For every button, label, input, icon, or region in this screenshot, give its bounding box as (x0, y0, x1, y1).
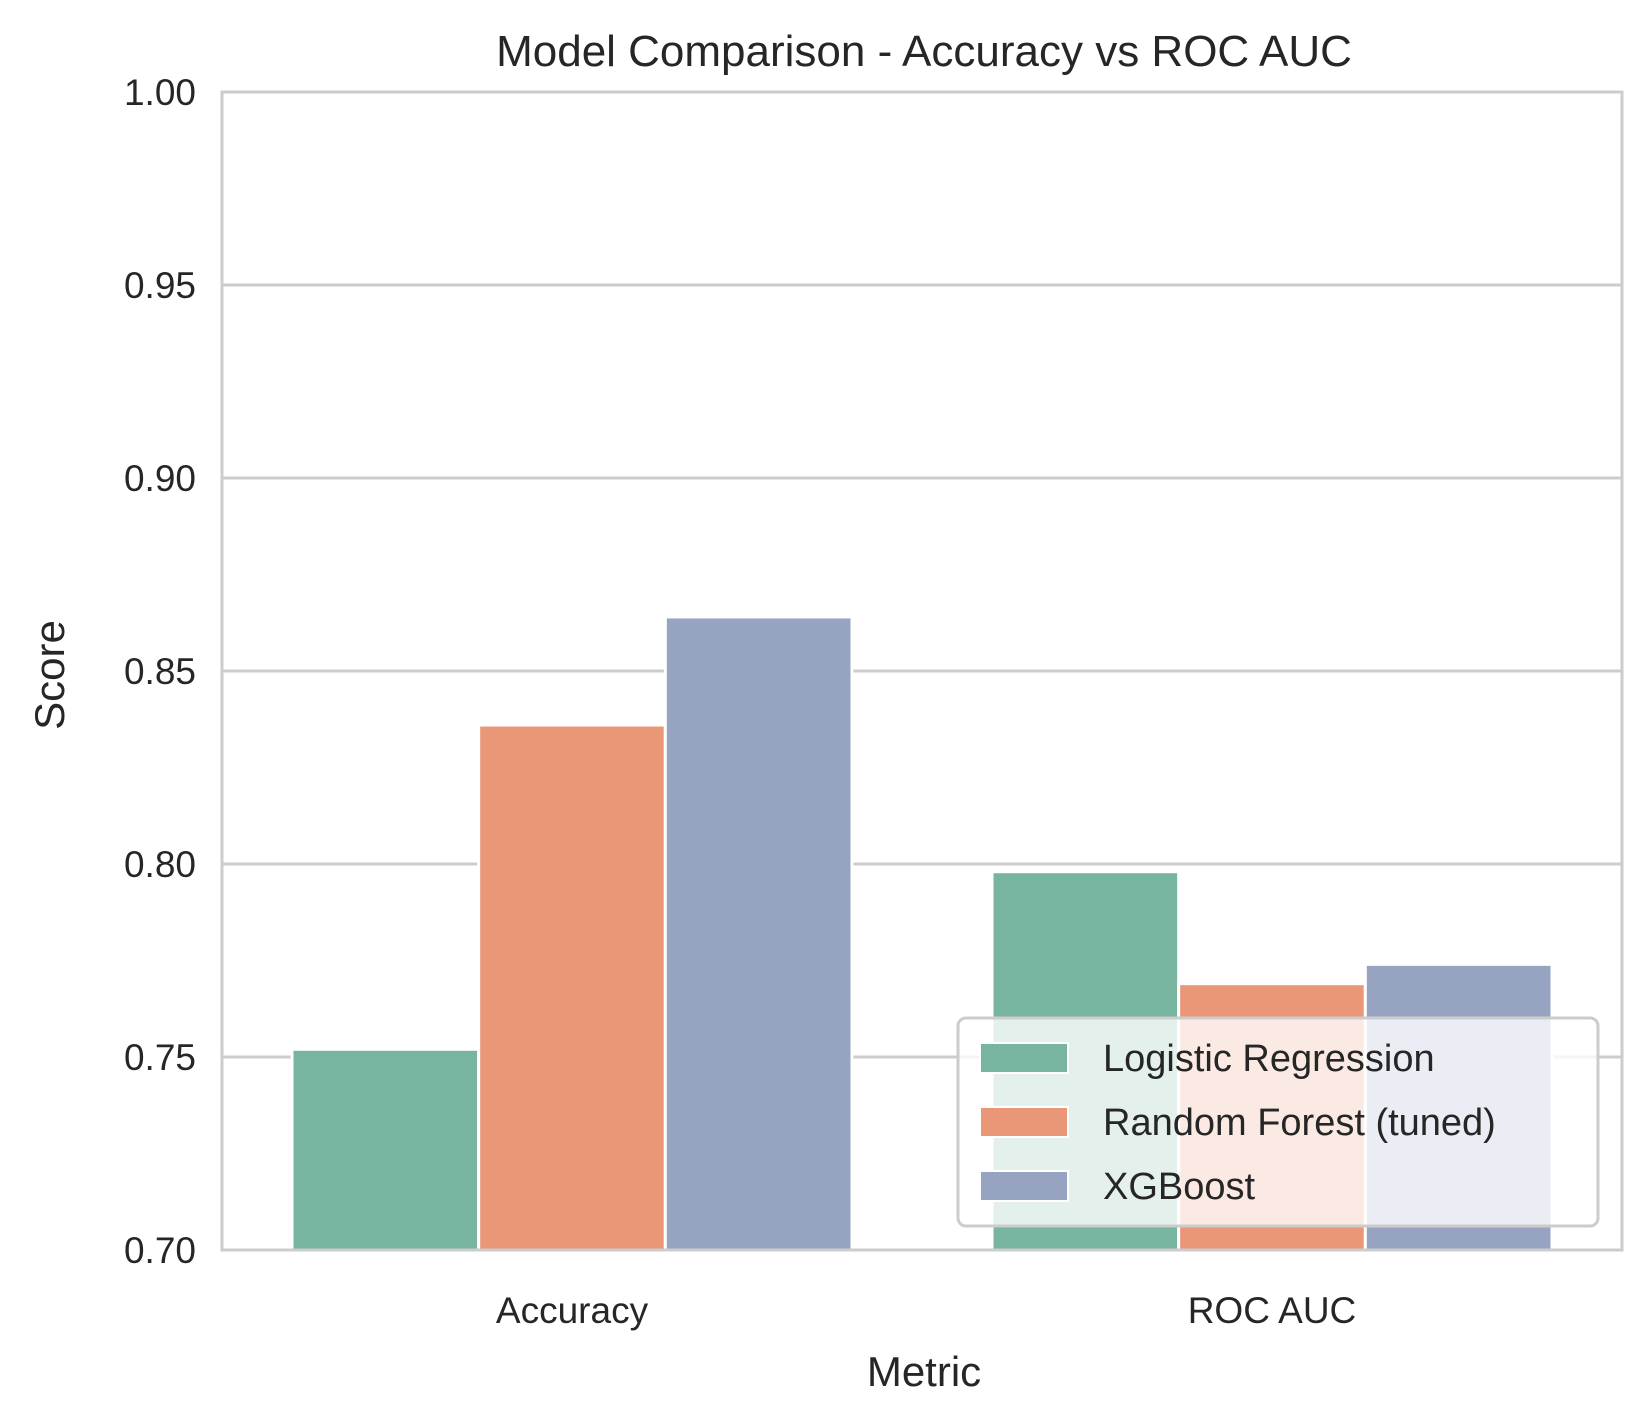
plot-frame (220, 90, 1624, 1252)
y-tick-label: 0.95 (124, 265, 196, 306)
y-tick-label: 0.75 (124, 1037, 196, 1078)
legend-swatch (979, 1170, 1069, 1202)
bar-logistic-regression-accuracy (290, 1047, 481, 1252)
y-tick-label: 0.85 (124, 651, 196, 692)
x-axis-label: Metric (867, 1348, 981, 1395)
legend-label: Logistic Regression (1103, 1038, 1435, 1080)
chart-title: Model Comparison - Accuracy vs ROC AUC (496, 27, 1352, 76)
y-tick-labels: 0.70 0.75 0.80 0.85 0.90 0.95 1.00 (124, 72, 196, 1271)
y-tick-label: 0.90 (124, 458, 196, 499)
legend-label: Random Forest (tuned) (1103, 1102, 1496, 1144)
x-tick-label: Accuracy (496, 1290, 649, 1331)
bar-xgboost-accuracy (663, 615, 854, 1252)
x-tick-labels: Accuracy ROC AUC (496, 1290, 1356, 1331)
bar-random-forest-tuned-accuracy (477, 723, 667, 1252)
legend-swatch (979, 1042, 1069, 1074)
y-tick-label: 1.00 (124, 72, 196, 113)
legend-swatch (979, 1106, 1069, 1138)
y-tick-label: 0.80 (124, 844, 196, 885)
y-tick-label: 0.70 (124, 1230, 196, 1271)
y-axis-label: Score (26, 620, 73, 730)
legend-box (956, 1016, 1600, 1228)
legend: Logistic Regression Random Forest (tuned)… (956, 1016, 1600, 1228)
legend-label: XGBoost (1103, 1166, 1256, 1208)
x-tick-label: ROC AUC (1188, 1290, 1357, 1331)
